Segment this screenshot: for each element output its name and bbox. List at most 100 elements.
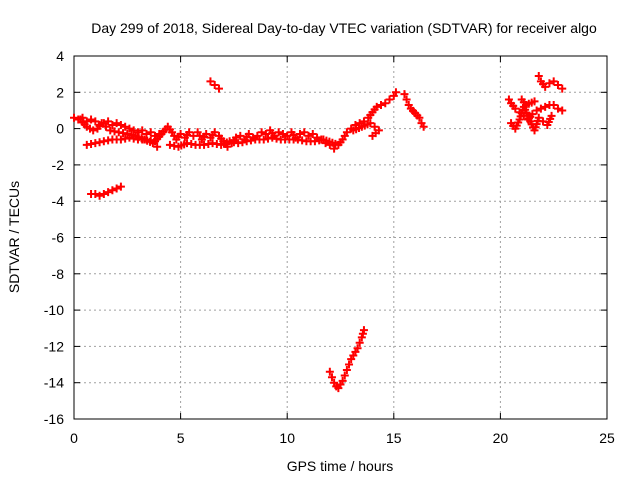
data-point [87,115,96,124]
y-tick-label: -16 [44,411,64,427]
data-point [553,104,562,113]
data-point [342,365,351,374]
data-point [558,84,567,93]
data-point [244,130,253,139]
data-point [232,133,241,142]
x-tick-label: 10 [279,430,295,446]
data-point [545,79,554,88]
data-point [415,113,424,122]
data-point [327,373,336,382]
data-point [359,326,368,335]
chart-title: Day 299 of 2018, Sidereal Day-to-day VTE… [91,20,597,36]
data-point [70,113,78,122]
data-point [278,130,287,139]
data-point [125,124,134,133]
data-point [547,111,556,120]
y-tick-label: 2 [56,84,64,100]
data-point [112,184,121,193]
data-point [511,104,520,113]
data-point [206,77,215,86]
data-point [104,117,113,126]
data-point [355,338,364,347]
data-point [553,81,562,90]
data-point [368,131,377,140]
axis-ticks: 0 5 10 15 20 25 -16 -14 -12 -10 -8 -6 -4 -2 0 2 4 [44,48,615,446]
data-point [185,128,194,137]
data-point [370,122,379,131]
data-point [385,95,394,104]
y-tick-label: -6 [52,230,65,246]
data-point [400,90,409,99]
data-point [274,128,283,137]
data-point [129,126,138,135]
data-point [91,117,100,126]
data-point [325,367,334,376]
data-point [295,130,304,139]
x-tick-label: 0 [70,430,78,446]
data-point [528,110,537,119]
y-tick-label: -14 [44,375,64,391]
data-point [138,126,147,135]
y-tick-label: -12 [44,338,64,354]
data-point [99,189,108,198]
data-point [534,71,543,80]
x-axis-label: GPS time / hours [287,458,394,474]
data-point [300,128,309,137]
x-tick-label: 5 [177,430,185,446]
data-point [402,95,411,104]
data-point [108,120,117,129]
y-tick-label: -8 [52,266,65,282]
data-point [532,106,541,115]
data-point [530,97,539,106]
x-tick-label: 20 [493,430,509,446]
data-point [112,119,121,128]
y-axis-label: SDTVAR / TECUs [6,181,22,293]
data-point [304,131,313,140]
data-point [146,128,155,137]
data-point [558,106,567,115]
grid-lines [74,56,607,419]
data-point [340,371,349,380]
data-point [536,104,545,113]
data-point [338,376,347,385]
data-point [91,189,100,198]
data-point [549,101,558,110]
data-point [419,122,428,131]
data-point [372,102,381,111]
data-point [308,130,317,139]
data-point [345,360,354,369]
data-point [89,126,98,135]
y-tick-label: -4 [52,193,65,209]
data-point [214,84,223,93]
data-point [330,144,339,153]
x-tick-label: 15 [386,430,402,446]
data-point [153,142,162,151]
data-point [210,128,219,137]
data-point [391,88,400,97]
y-tick-label: -2 [52,157,65,173]
data-point [121,122,130,131]
data-point [104,188,113,197]
data-point [353,344,362,353]
data-point [257,128,266,137]
data-point [366,119,375,128]
data-point [108,186,117,195]
data-point [116,182,125,191]
data-point [342,128,351,137]
data-point [101,122,110,131]
data-point [210,81,219,90]
data-point [541,102,550,111]
data-point [381,99,390,108]
y-tick-label: 0 [56,121,64,137]
data-point [549,77,558,86]
data-point [541,82,550,91]
x-tick-label: 25 [599,430,615,446]
data-point [97,119,106,128]
data-point [534,113,543,122]
data-point [377,101,386,110]
data-points [70,71,567,393]
y-tick-label: -10 [44,302,64,318]
y-tick-label: 4 [56,48,64,64]
data-point [95,191,104,200]
